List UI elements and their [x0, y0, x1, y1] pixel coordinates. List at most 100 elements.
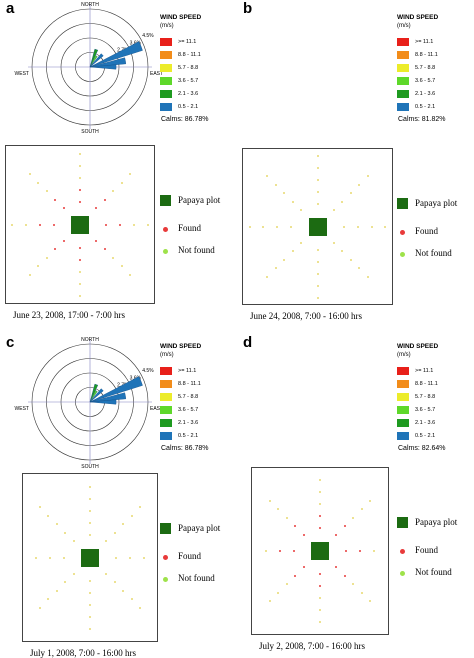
trap-point — [349, 192, 352, 195]
trap-point — [285, 516, 288, 519]
field-plot — [242, 148, 393, 305]
legend-row: 5.7 - 8.8 — [160, 392, 198, 401]
rose-petal — [89, 399, 117, 405]
legend-range: 0.5 - 2.1 — [178, 103, 199, 110]
trap-point — [130, 514, 133, 517]
legend-range: 3.6 - 5.7 — [415, 406, 436, 413]
trap-point — [129, 273, 132, 276]
legend-row: >= 11.1 — [160, 37, 196, 46]
trap-point — [89, 615, 91, 618]
trap-point — [285, 583, 288, 586]
papaya-plot-marker — [71, 215, 89, 234]
ring-label: 4.5% — [142, 368, 154, 374]
trap-point — [122, 589, 125, 592]
legend-row: 5.7 - 8.8 — [160, 63, 198, 72]
trap-point — [89, 603, 91, 606]
legend-swatch — [397, 366, 409, 375]
trap-point — [72, 540, 75, 543]
key-not-found-label: Not found — [178, 573, 215, 583]
legend-range: >= 11.1 — [178, 38, 197, 45]
trap-point — [268, 499, 271, 502]
trap-point — [319, 609, 321, 611]
trap-point — [89, 627, 91, 630]
found-point — [62, 207, 65, 210]
legend-range: 2.1 - 3.6 — [178, 90, 199, 97]
legend-swatch — [397, 405, 409, 414]
trap-point — [316, 202, 319, 205]
legend-title: WIND SPEED — [397, 14, 439, 21]
found-point — [302, 533, 305, 536]
legend-units: (m/s) — [160, 352, 174, 358]
trap-point — [341, 250, 344, 253]
trap-point — [79, 152, 81, 155]
legend-title: WIND SPEED — [160, 14, 202, 21]
panel-caption: July 2, 2008, 7:00 - 16:00 hrs — [259, 641, 366, 651]
legend-swatch — [160, 89, 172, 98]
panel-caption: July 1, 2008, 7:00 - 16:00 hrs — [30, 648, 137, 658]
legend-swatch — [160, 431, 172, 440]
trap-point — [358, 183, 361, 186]
trap-point — [384, 225, 387, 228]
trap-point — [139, 506, 142, 509]
found-point — [95, 239, 98, 242]
trap-point — [341, 200, 344, 203]
legend-row: 2.1 - 3.6 — [397, 89, 435, 98]
legend-units: (m/s) — [397, 352, 411, 358]
legend-range: 8.8 - 11.1 — [415, 380, 438, 387]
trap-point — [146, 223, 149, 226]
trap-point — [262, 225, 265, 228]
trap-point — [366, 275, 369, 278]
trap-point — [45, 190, 48, 193]
legend-row: 0.5 - 2.1 — [160, 102, 198, 111]
trap-point — [47, 514, 50, 517]
trap-point — [360, 591, 363, 594]
panel-caption: June 23, 2008, 17:00 - 7:00 hrs — [13, 310, 125, 320]
rose-petal — [89, 388, 104, 403]
key-not-found-icon — [163, 249, 168, 254]
key-not-found-label: Not found — [415, 248, 452, 258]
legend-row: >= 11.1 — [397, 366, 433, 375]
key-not-found-icon — [400, 252, 405, 257]
trap-point — [319, 503, 321, 505]
legend-swatch — [160, 366, 172, 375]
trap-point — [316, 260, 319, 263]
rose-petal — [89, 390, 98, 403]
trap-point — [316, 190, 319, 193]
found-point — [105, 223, 108, 226]
found-point — [79, 200, 81, 203]
legend-swatch — [397, 37, 409, 46]
trap-point — [64, 581, 67, 584]
legend-range: 3.6 - 5.7 — [415, 77, 436, 84]
legend-row: 3.6 - 5.7 — [397, 76, 435, 85]
found-point — [345, 550, 348, 552]
rose-petal — [89, 53, 104, 68]
key-found-icon — [163, 555, 168, 560]
found-point — [278, 550, 281, 552]
trap-point — [37, 181, 40, 184]
legend-swatch — [160, 392, 172, 401]
legend-range: 0.5 - 2.1 — [415, 432, 436, 439]
legend-swatch — [160, 63, 172, 72]
found-point — [294, 525, 297, 528]
found-point — [79, 246, 81, 249]
key-papaya-icon — [397, 517, 408, 528]
trap-point — [366, 175, 369, 178]
found-point — [79, 188, 81, 191]
field-plot — [251, 467, 389, 635]
legend-range: >= 11.1 — [415, 38, 434, 45]
trap-point — [105, 540, 108, 543]
legend-row: 0.5 - 2.1 — [160, 431, 198, 440]
panel-letter: a — [6, 0, 15, 17]
found-point — [103, 198, 106, 201]
trap-point — [113, 531, 116, 534]
compass-south: SOUTH — [81, 129, 99, 135]
legend-row: 0.5 - 2.1 — [397, 102, 435, 111]
trap-point — [266, 175, 269, 178]
trap-point — [291, 250, 294, 253]
trap-point — [274, 267, 277, 270]
trap-point — [120, 181, 123, 184]
trap-point — [283, 192, 286, 195]
compass-east: EAST — [150, 71, 163, 77]
